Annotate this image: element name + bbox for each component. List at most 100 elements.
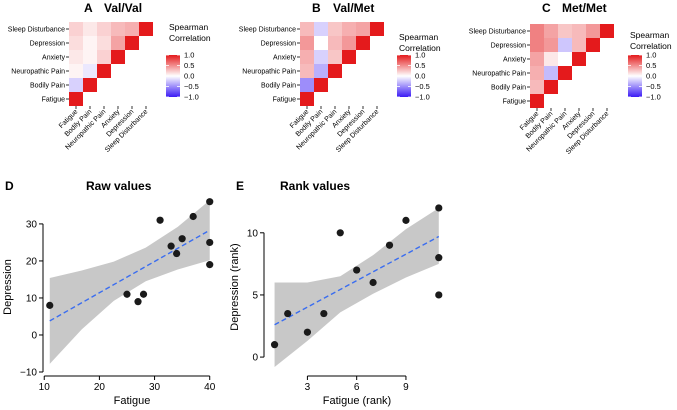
heatmap-cell xyxy=(558,52,572,66)
color-legend: Spearman Correlation 1.00.5 0.0−0.5 −1.0 xyxy=(628,30,672,102)
y-tick-label: Bodily Pain xyxy=(261,83,296,90)
data-point xyxy=(435,291,443,299)
y-tick-label: Neuropathic Pain xyxy=(472,71,526,78)
heatmap-cell xyxy=(300,50,314,64)
data-point xyxy=(270,341,279,349)
legend-tick-label: 0.0 xyxy=(415,72,425,81)
legend-title-line2: Correlation xyxy=(399,43,441,53)
heatmap-cell xyxy=(300,64,314,78)
heatmap-cell xyxy=(83,22,97,36)
heatmap-cell xyxy=(69,50,83,64)
y-tick-label: Neuropathic Pain xyxy=(11,69,65,76)
y-tick-label: Neuropathic Pain xyxy=(242,69,296,76)
legend-title-line1: Spearman xyxy=(169,22,208,32)
legend-tick-label: 0.0 xyxy=(184,72,194,81)
confidence-band xyxy=(49,200,210,364)
data-point xyxy=(173,249,181,258)
data-point xyxy=(303,328,312,336)
heatmap-cell xyxy=(300,78,314,92)
legend-tick-label: −1.0 xyxy=(415,93,430,102)
data-point xyxy=(206,198,214,206)
heatmap-cell xyxy=(544,38,558,52)
scatter-plot: 10 20 30 40 −10 0 10 20 30 xyxy=(20,198,216,393)
heatmap-cell xyxy=(356,36,370,50)
data-point xyxy=(353,266,361,274)
panel-a: A Val/Val Fatigue Bodily Pain Neuropathic … xyxy=(8,1,211,154)
heatmap-cell xyxy=(558,66,572,80)
legend-tick-label: 0.5 xyxy=(415,61,425,70)
panel-label: A xyxy=(84,1,93,15)
heatmap-cell xyxy=(314,22,328,36)
x-tick-label: 9 xyxy=(403,382,409,393)
heatmap-cell xyxy=(125,36,139,50)
legend-tick-label: −1.0 xyxy=(184,93,199,102)
legend-title-line2: Correlation xyxy=(169,33,211,43)
y-tick-label: 10 xyxy=(247,228,259,239)
y-tick-label: Depression xyxy=(491,43,527,50)
y-axis-label: Depression xyxy=(2,259,14,315)
y-tick-label: Anxiety xyxy=(503,57,526,64)
scatter-plot: 3 6 9 0 5 10 xyxy=(247,204,443,393)
data-point xyxy=(46,301,54,309)
panel-title: Rank values xyxy=(280,179,350,193)
x-tick-label: 40 xyxy=(204,382,216,393)
panel-title: Raw values xyxy=(86,179,152,193)
data-point xyxy=(139,290,148,298)
correlation-heatmap: Fatigue Bodily Pain Neuropathic Pain Anxiet… xyxy=(8,22,153,154)
y-tick-label: 30 xyxy=(26,219,38,230)
heatmap-cell xyxy=(572,38,586,52)
panel-c: C Met/Met Fatigue Bodily Pain Neuropathic … xyxy=(469,1,672,156)
heatmap-cell xyxy=(342,36,356,50)
y-tick-label: 5 xyxy=(252,290,258,301)
heatmap-cell xyxy=(83,36,97,50)
heatmap-cell xyxy=(544,66,558,80)
heatmap-cell xyxy=(544,24,558,38)
heatmap-cell xyxy=(111,22,125,36)
heatmap-cell xyxy=(125,22,139,36)
y-tick-label: Fatigue xyxy=(503,99,526,106)
x-axis-label: Fatigue (rank) xyxy=(323,395,391,407)
legend-colorbar xyxy=(628,55,642,97)
heatmap-cell xyxy=(97,36,111,50)
panel-title: Val/Met xyxy=(333,1,374,15)
x-tick-label: 3 xyxy=(305,382,311,393)
panel-label: B xyxy=(312,1,321,15)
heatmap-cell xyxy=(530,52,544,66)
legend-title-line2: Correlation xyxy=(630,41,672,51)
color-legend: Spearman Correlation 1.00.5 0.0−0.5 −1.0 xyxy=(166,22,211,102)
y-tick-label: 0 xyxy=(252,353,258,364)
heatmap-cell xyxy=(97,50,111,64)
legend-tick-label: −0.5 xyxy=(646,82,661,91)
data-point xyxy=(435,254,443,262)
legend-tick-label: 1.0 xyxy=(646,51,656,60)
heatmap-cell xyxy=(530,38,544,52)
heatmap-cell xyxy=(97,64,111,78)
heatmap-cell xyxy=(356,22,370,36)
legend-colorbar xyxy=(397,55,411,97)
trend-line xyxy=(274,235,440,326)
y-tick-label: Anxiety xyxy=(42,55,65,62)
heatmap-cell xyxy=(314,78,328,92)
data-point xyxy=(178,235,186,243)
x-axis-label: Fatigue xyxy=(114,395,151,407)
heatmap-cell xyxy=(300,22,314,36)
panel-e: E Rank values 3 6 9 0 5 10 Fatigue (rank) Dep… xyxy=(229,179,443,407)
y-tick-label: 0 xyxy=(31,330,37,341)
heatmap-cell xyxy=(83,50,97,64)
legend-tick-label: −0.5 xyxy=(184,82,199,91)
heatmap-cell xyxy=(97,22,111,36)
heatmap-cell xyxy=(558,24,572,38)
panel-title: Met/Met xyxy=(562,1,607,15)
legend-tick-label: −1.0 xyxy=(646,93,661,102)
panel-label: D xyxy=(5,179,14,193)
heatmap-cell xyxy=(342,22,356,36)
heatmap-cell xyxy=(530,66,544,80)
data-point xyxy=(206,261,214,269)
heatmap-cell xyxy=(530,94,544,108)
y-tick-label: Sleep Disturbance xyxy=(239,27,296,34)
panel-label: C xyxy=(542,1,551,15)
data-point xyxy=(402,216,410,224)
heatmap-cell xyxy=(572,52,586,66)
x-tick-label: 30 xyxy=(149,382,161,393)
heatmap-cell xyxy=(586,38,600,52)
